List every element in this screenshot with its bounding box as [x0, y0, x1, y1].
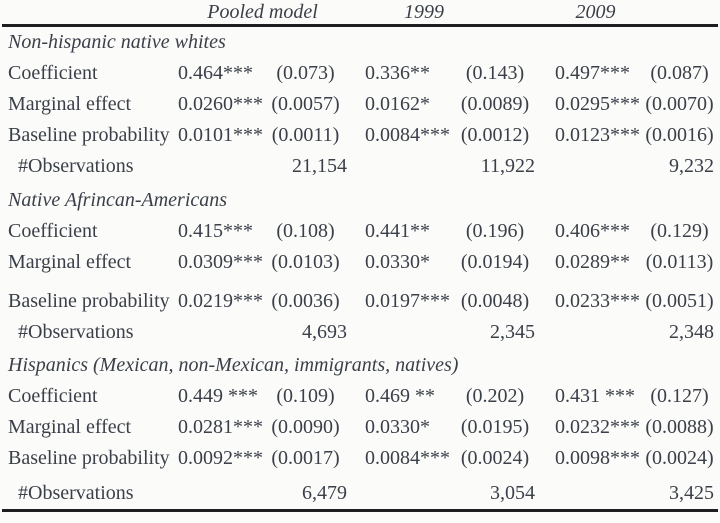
cell-se: (0.0057)	[271, 93, 340, 115]
cell-observations: 4,693	[302, 321, 347, 343]
table-rule-top	[2, 24, 718, 27]
table-row-observations: #Observations 6,479 3,054 3,425	[8, 478, 714, 509]
cell-estimate: 0.0123***	[555, 124, 640, 146]
table-row-marginal-effect: Marginal effect 0.0281*** (0.0090) 0.033…	[8, 412, 714, 443]
cell-estimate: 0.0330*	[365, 251, 430, 273]
cell-se: (0.129)	[650, 220, 709, 242]
cell-estimate: 0.0330*	[365, 416, 430, 438]
col-header-1999: 1999	[404, 1, 444, 23]
row-label: Baseline probability	[8, 290, 170, 312]
cell-se: (0.0194)	[460, 251, 530, 273]
cell-se: (0.0012)	[460, 124, 530, 146]
cell-observations: 2,345	[490, 321, 535, 343]
cell-se: (0.0024)	[460, 447, 530, 469]
cell-estimate: 0.0197***	[365, 290, 450, 312]
section-title-african-americans: Native Afrincan-Americans	[8, 189, 228, 211]
cell-estimate: 0.431 ***	[555, 385, 635, 407]
cell-se: (0.108)	[276, 220, 335, 242]
row-label: Coefficient	[8, 62, 98, 84]
cell-estimate: 0.0098***	[555, 447, 640, 469]
cell-se: (0.0195)	[460, 416, 530, 438]
row-label: #Observations	[18, 321, 134, 343]
cell-se: (0.0016)	[645, 124, 714, 146]
cell-se: (0.109)	[276, 385, 335, 407]
table-row-observations: #Observations 4,693 2,345 2,348	[8, 317, 714, 348]
cell-observations: 3,054	[490, 482, 535, 504]
cell-estimate: 0.415***	[178, 220, 253, 242]
cell-estimate: 0.406***	[555, 220, 630, 242]
cell-se: (0.0051)	[645, 290, 714, 312]
table-row-coefficient: Coefficient 0.415*** (0.108) 0.441** (0.…	[8, 216, 714, 247]
cell-estimate: 0.441**	[365, 220, 430, 242]
cell-se: (0.196)	[465, 220, 525, 242]
section-title-hispanics: Hispanics (Mexican, non-Mexican, immigra…	[8, 354, 459, 376]
cell-observations: 9,232	[669, 155, 714, 177]
table-rule-bottom	[2, 509, 718, 512]
cell-se: (0.0088)	[645, 416, 714, 438]
row-label: Baseline probability	[8, 124, 170, 146]
cell-se: (0.087)	[650, 62, 709, 84]
cell-se: (0.0036)	[271, 290, 340, 312]
cell-estimate: 0.497***	[555, 62, 630, 84]
table-row-baseline-probability: Baseline probability 0.0219*** (0.0036) …	[8, 286, 714, 317]
table-row-observations: #Observations 21,154 11,922 9,232	[8, 151, 714, 182]
cell-observations: 6,479	[302, 482, 347, 504]
cell-se: (0.0070)	[645, 93, 714, 115]
cell-se: (0.127)	[650, 385, 709, 407]
cell-estimate: 0.449 ***	[178, 385, 258, 407]
cell-estimate: 0.0233***	[555, 290, 640, 312]
cell-estimate: 0.0219***	[178, 290, 263, 312]
row-label: Baseline probability	[8, 447, 170, 469]
row-label: Marginal effect	[8, 416, 132, 438]
row-label: Coefficient	[8, 220, 98, 242]
table-row-coefficient: Coefficient 0.449 *** (0.109) 0.469 ** (…	[8, 381, 714, 412]
cell-se: (0.0089)	[460, 93, 530, 115]
cell-estimate: 0.0309***	[178, 251, 263, 273]
cell-estimate: 0.336**	[365, 62, 430, 84]
cell-se: (0.0090)	[271, 416, 340, 438]
section-title-whites: Non-hispanic native whites	[8, 31, 226, 53]
cell-estimate: 0.0281***	[178, 416, 263, 438]
cell-estimate: 0.469 **	[365, 385, 435, 407]
cell-estimate: 0.0092***	[178, 447, 263, 469]
cell-estimate: 0.464***	[178, 62, 253, 84]
cell-estimate: 0.0260***	[178, 93, 263, 115]
cell-se: (0.0017)	[271, 447, 340, 469]
table-row-baseline-probability: Baseline probability 0.0092*** (0.0017) …	[8, 443, 714, 474]
cell-se: (0.0011)	[271, 124, 340, 146]
cell-se: (0.143)	[465, 62, 525, 84]
cell-estimate: 0.0295***	[555, 93, 640, 115]
row-label: #Observations	[18, 482, 134, 504]
cell-observations: 3,425	[669, 482, 714, 504]
table-row-coefficient: Coefficient 0.464*** (0.073) 0.336** (0.…	[8, 58, 714, 89]
row-label: Marginal effect	[8, 251, 132, 273]
table-row-marginal-effect: Marginal effect 0.0260*** (0.0057) 0.016…	[8, 89, 714, 120]
cell-estimate: 0.0232***	[555, 416, 640, 438]
row-label: Marginal effect	[8, 93, 132, 115]
cell-estimate: 0.0289**	[555, 251, 630, 273]
col-header-pooled-model: Pooled model	[207, 1, 318, 23]
table-header-row: Pooled model 1999 2009	[8, 0, 714, 24]
row-label: #Observations	[18, 155, 134, 177]
cell-estimate: 0.0101***	[178, 124, 263, 146]
row-label: Coefficient	[8, 385, 98, 407]
cell-se: (0.202)	[465, 385, 525, 407]
cell-se: (0.0103)	[271, 251, 340, 273]
cell-estimate: 0.0084***	[365, 447, 450, 469]
cell-estimate: 0.0162*	[365, 93, 430, 115]
col-header-2009: 2009	[575, 1, 616, 23]
cell-se: (0.0048)	[460, 290, 530, 312]
cell-observations: 21,154	[292, 155, 347, 177]
cell-se: (0.073)	[276, 62, 335, 84]
table-row-marginal-effect: Marginal effect 0.0309*** (0.0103) 0.033…	[8, 247, 714, 278]
cell-se: (0.0113)	[645, 251, 714, 273]
cell-estimate: 0.0084***	[365, 124, 450, 146]
table-row-baseline-probability: Baseline probability 0.0101*** (0.0011) …	[8, 120, 714, 151]
cell-se: (0.0024)	[645, 447, 714, 469]
cell-observations: 11,922	[480, 155, 535, 177]
cell-observations: 2,348	[669, 321, 714, 343]
